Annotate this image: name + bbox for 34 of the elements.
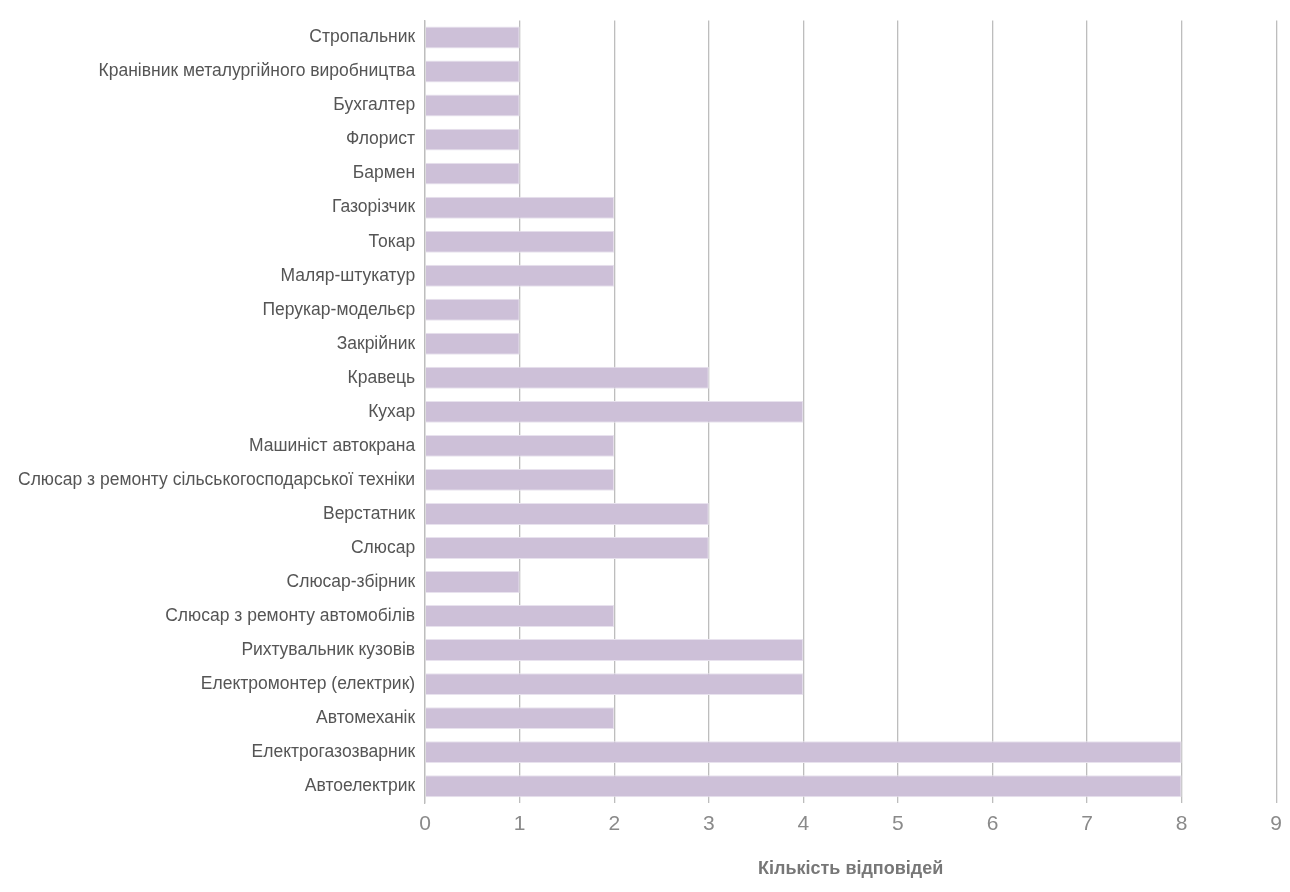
x-tick-label: 2: [608, 810, 621, 834]
y-tick-label: Токар: [368, 230, 416, 251]
y-tick-label: Газорізчик: [331, 196, 416, 217]
y-tick-label: Бухгалтер: [333, 94, 416, 115]
y-tick-label: Кухар: [368, 400, 416, 421]
y-tick-label: Електромонтер (електрик): [200, 672, 416, 693]
x-tick-label: 5: [892, 810, 904, 834]
y-tick-label: Закрійник: [336, 332, 416, 353]
y-tick-label: Рихтувальник кузовів: [241, 638, 416, 659]
x-tick-label: 3: [702, 810, 715, 834]
x-tick-label: 6: [986, 810, 999, 834]
x-tick-label: 8: [1175, 810, 1188, 834]
y-tick-label: Верстатник: [322, 502, 416, 523]
x-tick-label: 4: [797, 810, 810, 834]
y-tick-label: Автоелектрик: [304, 775, 416, 796]
y-tick-label: Машиніст автокрана: [248, 434, 416, 455]
y-tick-label: Автомеханік: [316, 706, 416, 727]
y-tick-label: Слюсар з ремонту сільськогосподарської техніки: [17, 468, 416, 489]
y-tick-label: Маляр-штукатур: [280, 264, 416, 285]
y-tick-label: Слюсар-збірник: [286, 570, 416, 591]
y-tick-label: Перукар-модельєр: [262, 298, 416, 319]
x-tick-label: 7: [1081, 810, 1093, 834]
y-tick-label: Кравець: [347, 366, 416, 387]
x-tick-label: 1: [513, 810, 526, 834]
y-tick-label: Бармен: [352, 162, 416, 183]
y-tick-label: Слюсар: [350, 536, 416, 557]
y-tick-label: Кранівник металургійного виробництва: [98, 60, 416, 81]
y-tick-label: Слюсар з ремонту автомобілів: [165, 604, 416, 625]
x-tick-label: 9: [1270, 810, 1282, 834]
x-tick-label: 0: [419, 810, 431, 834]
y-tick-label: Електрогазозварник: [251, 740, 416, 761]
y-tick-label: Флорист: [345, 128, 416, 149]
x-axis-title: Кількість відповідей: [757, 858, 944, 879]
y-tick-label: Стропальник: [309, 26, 416, 47]
